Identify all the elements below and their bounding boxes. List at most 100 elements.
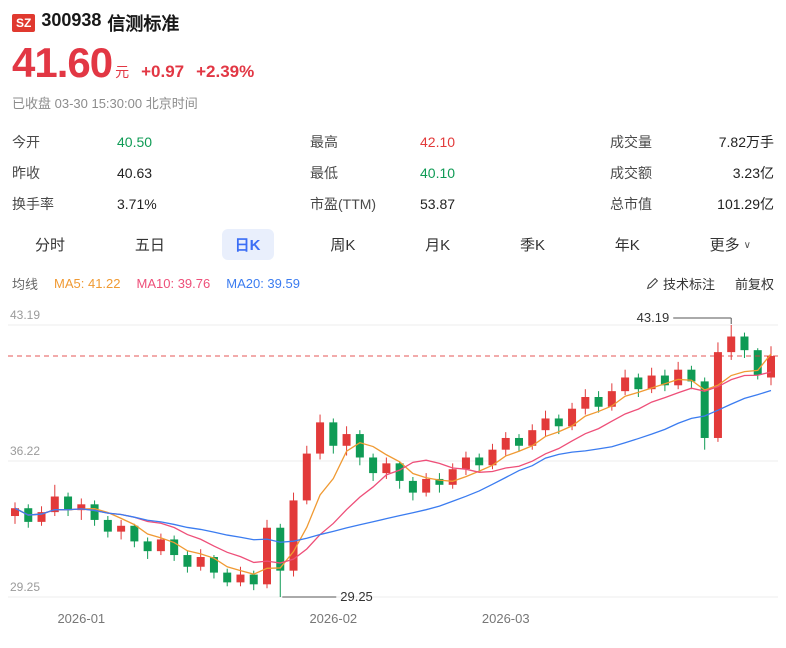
candle-body — [408, 480, 417, 493]
candle-body — [329, 422, 338, 446]
stat-high: 最高 42.10 — [310, 133, 456, 150]
candle-body — [554, 418, 563, 427]
candle-body — [50, 496, 59, 513]
candle-body — [501, 437, 510, 450]
candle-body — [37, 512, 46, 522]
candle-body — [568, 408, 577, 427]
stat-amount: 成交额 3.23亿 — [610, 164, 774, 181]
stat-volume: 成交量 7.82万手 — [610, 133, 774, 150]
stat-prev-close: 昨收 40.63 — [12, 164, 153, 181]
candle-body — [607, 391, 616, 407]
candle-body — [103, 519, 112, 532]
candle-body — [263, 527, 271, 585]
candle-body — [183, 555, 192, 567]
tech-annotation-button[interactable]: 技术标注 — [646, 274, 715, 293]
ma5-line — [14, 353, 772, 575]
candle-body — [475, 457, 484, 466]
candle-body — [395, 463, 404, 481]
market-status: 已收盘 03-30 15:30:00 北京时间 — [12, 96, 198, 111]
ma20-line — [14, 389, 772, 543]
candle-body — [422, 478, 431, 493]
candle-body — [302, 453, 311, 501]
more-label: 更多 — [709, 237, 740, 254]
candle-body — [170, 539, 179, 556]
title-row: SZ 300938 信测标准 — [12, 10, 774, 36]
current-price: 41.60 — [12, 39, 113, 86]
chevron-down-icon: ∨ — [743, 240, 751, 251]
tech-annotation-label: 技术标注 — [662, 277, 715, 292]
candle-body — [727, 336, 736, 353]
ma-title: 均线 — [12, 277, 39, 292]
candle-body — [316, 422, 325, 454]
candle-body — [276, 527, 285, 571]
high-annotation: 43.19 — [637, 310, 670, 325]
candle-body — [11, 508, 19, 517]
more-button[interactable]: 更多 ∨ — [697, 229, 764, 260]
adjust-mode-button[interactable]: 前复权 — [734, 277, 774, 292]
candle-body — [753, 350, 762, 375]
candle-body — [77, 504, 86, 511]
stat-turnover-rate: 换手率 3.71% — [12, 195, 157, 212]
candle-body — [448, 469, 457, 485]
candle-body — [223, 572, 232, 583]
candle-body — [382, 463, 391, 474]
candle-body — [289, 500, 298, 571]
candle-body — [130, 525, 139, 542]
tab-quarterly-k[interactable]: 季K — [519, 237, 545, 254]
tab-minute[interactable]: 分时 — [35, 237, 66, 254]
y-axis-label: 29.25 — [10, 580, 40, 594]
ma-legend-row: 均线 MA5: 41.22 MA10: 39.76 MA20: 39.59 技术… — [0, 266, 786, 293]
tab-yearly-k[interactable]: 年K — [614, 237, 640, 254]
candle-body — [674, 369, 683, 386]
tab-5day[interactable]: 五日 — [134, 237, 165, 254]
candle-body — [713, 352, 722, 438]
candle-body — [196, 557, 205, 567]
candle-body — [767, 356, 775, 378]
x-axis-label: 2026-02 — [309, 611, 357, 626]
price-change-pct: +2.39% — [196, 62, 255, 81]
ma10-value: MA10: 39.76 — [136, 276, 211, 291]
x-axis-label: 2026-01 — [57, 611, 105, 626]
ma10-line — [14, 371, 772, 564]
candlestick-svg: 43.19 36.22 29.25 43.19 29.25 2026-01 2026-02 2… — [8, 308, 778, 626]
candle-body — [541, 418, 550, 431]
y-axis-label: 36.22 — [10, 444, 40, 458]
candle-body — [369, 457, 378, 474]
candle-body — [435, 478, 444, 485]
candle-body — [209, 557, 218, 573]
candle-body — [528, 430, 537, 446]
candle-body — [156, 539, 165, 552]
stat-open: 今开 40.50 — [12, 133, 153, 150]
exchange-badge: SZ — [12, 14, 36, 32]
stock-name: 信测标准 — [107, 14, 180, 34]
candle-body — [660, 375, 669, 386]
candle-body — [594, 397, 603, 407]
price-row: 41.60 元 +0.97 +2.39% — [12, 42, 774, 84]
stat-pe-ttm: 市盈(TTM) 53.87 — [310, 195, 456, 212]
candle-body — [236, 574, 245, 583]
candle-body — [700, 381, 709, 438]
candle-body — [355, 434, 364, 458]
candle-body — [461, 457, 470, 470]
ma20-value: MA20: 39.59 — [226, 276, 300, 291]
x-axis-label: 2026-03 — [482, 611, 530, 626]
period-tabs: 分时 五日 日K 周K 月K 季K 年K 更多 ∨ — [0, 219, 786, 266]
stats-column-3: 成交量 7.82万手 成交额 3.23亿 总市值 101.29亿 — [610, 126, 774, 219]
y-axis-label: 43.19 — [10, 308, 40, 322]
tab-daily-k[interactable]: 日K — [221, 229, 274, 260]
annotate-icon — [646, 277, 659, 290]
tab-monthly-k[interactable]: 月K — [425, 237, 451, 254]
kline-chart[interactable]: 43.19 36.22 29.25 43.19 29.25 2026-01 2026-02 2… — [0, 295, 786, 645]
stats-grid: 今开 40.50 昨收 40.63 换手率 3.71% 最高 42.10 最低 … — [0, 112, 786, 219]
candle-body — [117, 525, 126, 532]
price-change: +0.97 — [141, 62, 185, 81]
candle-body — [634, 377, 643, 390]
candle-body — [249, 574, 258, 585]
stat-low: 最低 40.10 — [310, 164, 456, 181]
candle-body — [740, 336, 749, 351]
candle-body — [621, 377, 630, 392]
candle-body — [143, 541, 152, 552]
candle-body — [687, 369, 696, 382]
stats-column-2: 最高 42.10 最低 40.10 市盈(TTM) 53.87 — [310, 126, 610, 219]
tab-weekly-k[interactable]: 周K — [330, 237, 356, 254]
